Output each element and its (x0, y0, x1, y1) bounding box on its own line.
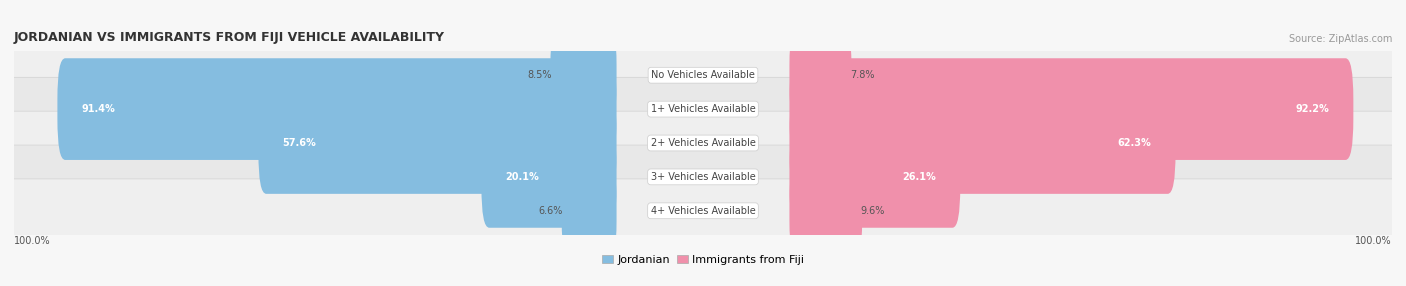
Text: 4+ Vehicles Available: 4+ Vehicles Available (651, 206, 755, 216)
FancyBboxPatch shape (789, 92, 1175, 194)
FancyBboxPatch shape (11, 43, 1395, 107)
Text: 57.6%: 57.6% (283, 138, 316, 148)
Text: 20.1%: 20.1% (506, 172, 540, 182)
Text: 2+ Vehicles Available: 2+ Vehicles Available (651, 138, 755, 148)
FancyBboxPatch shape (481, 126, 617, 228)
Text: 62.3%: 62.3% (1118, 138, 1152, 148)
FancyBboxPatch shape (789, 126, 960, 228)
FancyBboxPatch shape (11, 77, 1395, 141)
FancyBboxPatch shape (11, 111, 1395, 175)
FancyBboxPatch shape (789, 58, 1354, 160)
FancyBboxPatch shape (58, 58, 617, 160)
Text: 8.5%: 8.5% (527, 70, 551, 80)
Text: 9.6%: 9.6% (860, 206, 886, 216)
Legend: Jordanian, Immigrants from Fiji: Jordanian, Immigrants from Fiji (598, 250, 808, 269)
Text: 3+ Vehicles Available: 3+ Vehicles Available (651, 172, 755, 182)
Text: Source: ZipAtlas.com: Source: ZipAtlas.com (1288, 34, 1392, 44)
Text: 100.0%: 100.0% (1355, 236, 1392, 246)
FancyBboxPatch shape (259, 92, 617, 194)
Text: 91.4%: 91.4% (82, 104, 115, 114)
FancyBboxPatch shape (789, 24, 852, 126)
Text: JORDANIAN VS IMMIGRANTS FROM FIJI VEHICLE AVAILABILITY: JORDANIAN VS IMMIGRANTS FROM FIJI VEHICL… (14, 31, 446, 44)
Text: 26.1%: 26.1% (903, 172, 936, 182)
FancyBboxPatch shape (789, 160, 862, 262)
Text: 92.2%: 92.2% (1295, 104, 1329, 114)
FancyBboxPatch shape (11, 179, 1395, 243)
Text: No Vehicles Available: No Vehicles Available (651, 70, 755, 80)
Text: 7.8%: 7.8% (851, 70, 875, 80)
Text: 100.0%: 100.0% (14, 236, 51, 246)
FancyBboxPatch shape (562, 160, 617, 262)
FancyBboxPatch shape (11, 145, 1395, 209)
Text: 1+ Vehicles Available: 1+ Vehicles Available (651, 104, 755, 114)
FancyBboxPatch shape (550, 24, 617, 126)
Text: 6.6%: 6.6% (538, 206, 562, 216)
